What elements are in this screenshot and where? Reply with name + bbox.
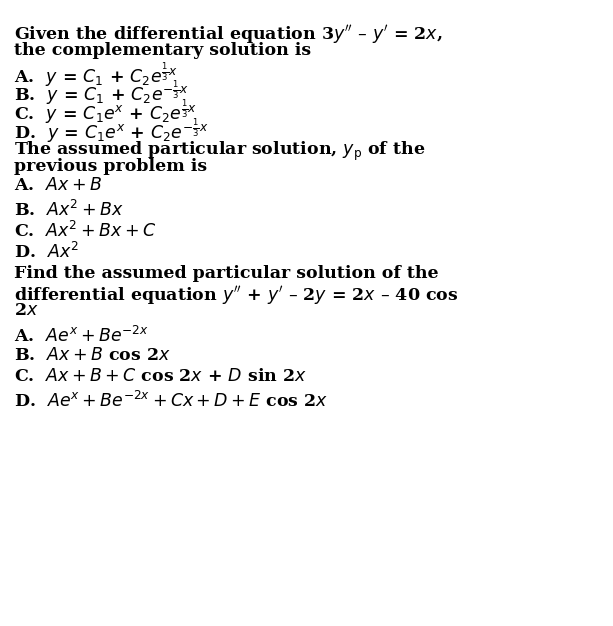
Text: 2$x$: 2$x$	[13, 302, 38, 319]
Text: Given the differential equation 3$y''$ – $y'$ = 2$x$,: Given the differential equation 3$y''$ –…	[13, 23, 442, 46]
Text: C.  $Ax + B + C$ cos 2$x$ + $D$ sin 2$x$: C. $Ax + B + C$ cos 2$x$ + $D$ sin 2$x$	[13, 368, 306, 385]
Text: C.  $Ax^2 + Bx + C$: C. $Ax^2 + Bx + C$	[13, 221, 156, 241]
Text: A.  $y$ = $C_1$ + $C_2e^{\frac{1}{3}x}$: A. $y$ = $C_1$ + $C_2e^{\frac{1}{3}x}$	[13, 61, 177, 88]
Text: differential equation $y''$ + $y'$ – 2$y$ = 2$x$ – 40 cos: differential equation $y''$ + $y'$ – 2$y…	[13, 284, 458, 307]
Text: Find the assumed particular solution of the: Find the assumed particular solution of …	[13, 265, 438, 282]
Text: D.  $y$ = $C_1e^{x}$ + $C_2e^{-\frac{1}{3}x}$: D. $y$ = $C_1e^{x}$ + $C_2e^{-\frac{1}{3…	[13, 116, 208, 145]
Text: D.  $Ae^x + Be^{-2x} + Cx + D + E$ cos 2$x$: D. $Ae^x + Be^{-2x} + Cx + D + E$ cos 2$…	[13, 391, 327, 411]
Text: B.  $y$ = $C_1$ + $C_2e^{-\frac{1}{3}x}$: B. $y$ = $C_1$ + $C_2e^{-\frac{1}{3}x}$	[13, 80, 189, 107]
Text: C.  $y$ = $C_1e^{x}$ + $C_2e^{\frac{1}{3}x}$: C. $y$ = $C_1e^{x}$ + $C_2e^{\frac{1}{3}…	[13, 98, 197, 126]
Text: D.  $Ax^2$: D. $Ax^2$	[13, 242, 78, 262]
Text: The assumed particular solution, $y_\mathrm{p}$ of the: The assumed particular solution, $y_\mat…	[13, 140, 425, 163]
Text: previous problem is: previous problem is	[13, 158, 207, 175]
Text: the complementary solution is: the complementary solution is	[13, 42, 311, 59]
Text: B.  $Ax^2 + Bx$: B. $Ax^2 + Bx$	[13, 200, 123, 220]
Text: B.  $Ax + B$ cos 2$x$: B. $Ax + B$ cos 2$x$	[13, 347, 170, 364]
Text: A.  $Ae^x + Be^{-2x}$: A. $Ae^x + Be^{-2x}$	[13, 326, 148, 346]
Text: A.  $Ax + B$: A. $Ax + B$	[13, 177, 102, 194]
